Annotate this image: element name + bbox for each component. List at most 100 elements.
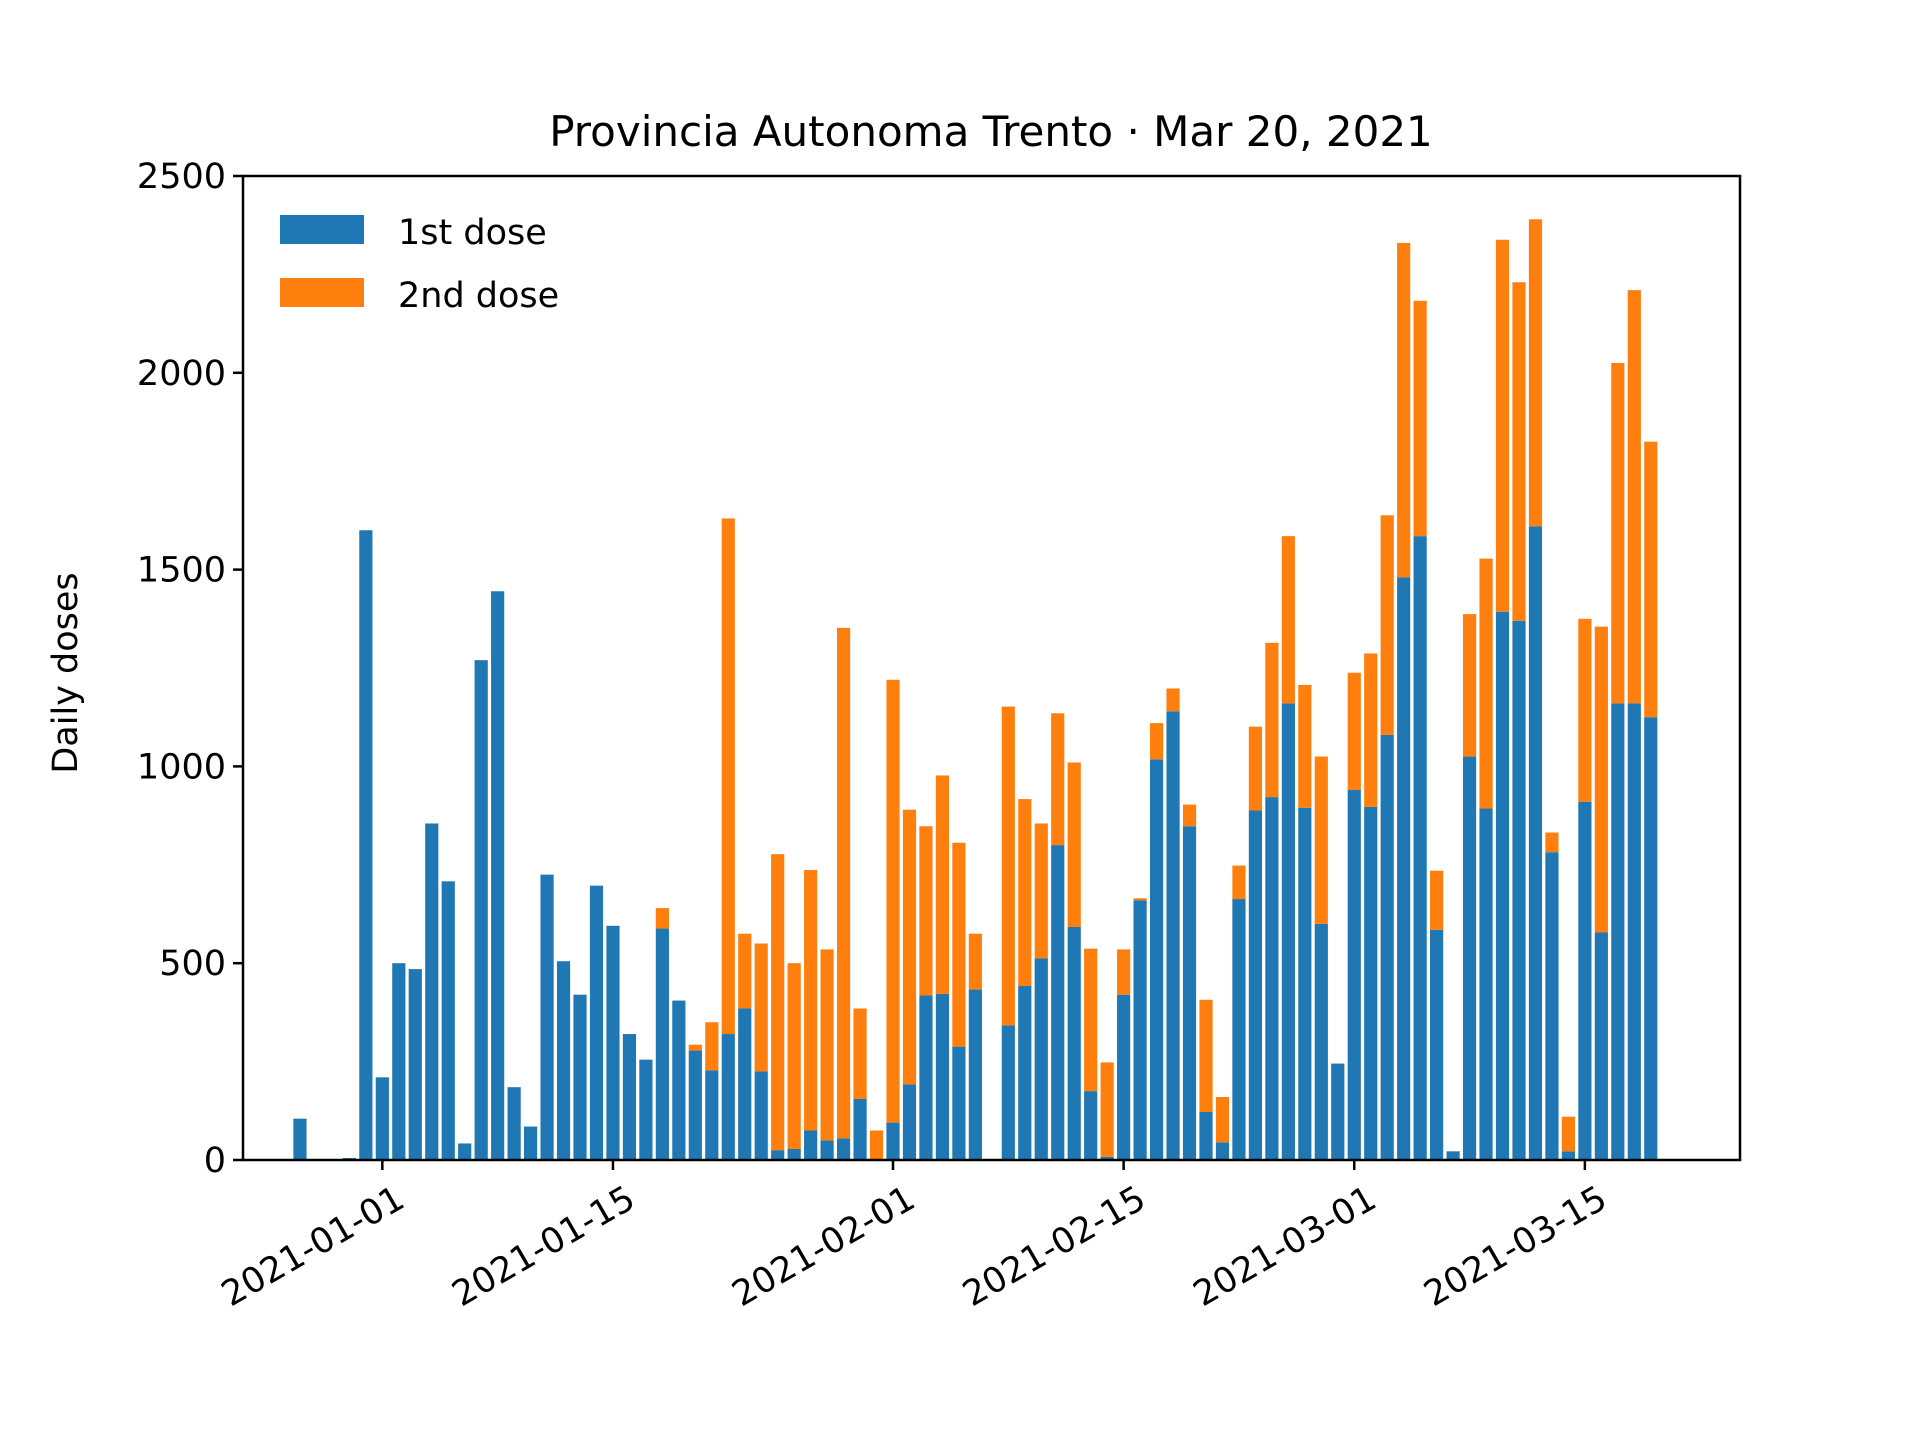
bar-1st-dose [1528,526,1543,1160]
bar-2nd-dose [1001,706,1015,1026]
bar-1st-dose [952,1046,966,1160]
bar-2nd-dose [804,869,818,1131]
bar-1st-dose [853,1098,867,1160]
bar-1st-dose [573,994,587,1160]
bar-1st-dose [705,1070,719,1160]
bar-1st-dose [491,591,505,1160]
bar-1st-dose [359,530,373,1160]
bar-2nd-dose [1528,219,1543,527]
bar-1st-dose [606,925,620,1160]
bar-1st-dose [1133,900,1147,1160]
bar-1st-dose [754,1071,768,1160]
bar-1st-dose [1347,790,1361,1160]
bar-1st-dose [1298,807,1312,1160]
bar-2nd-dose [968,933,982,990]
bar-1st-dose [738,1008,752,1160]
bar-1st-dose [1512,620,1526,1160]
bar-2nd-dose [1462,614,1477,757]
bar-1st-dose [1281,703,1295,1160]
bar-1st-dose [375,1077,389,1160]
bar-1st-dose [787,1148,801,1160]
bar-2nd-dose [1298,684,1312,808]
bar-1st-dose [968,989,982,1160]
chart-title: Provincia Autonoma Trento · Mar 20, 2021 [549,107,1433,156]
bar-2nd-dose [1199,999,1213,1112]
bar-1st-dose [688,1050,702,1160]
bar-1st-dose [556,961,571,1160]
bar-2nd-dose [1347,672,1361,791]
bar-1st-dose [1446,1151,1460,1160]
bar-1st-dose [1084,1091,1098,1160]
bar-1st-dose [1644,717,1658,1160]
bar-1st-dose [1117,994,1131,1160]
bar-1st-dose [1462,756,1477,1160]
bar-2nd-dose [1413,300,1427,537]
bar-2nd-dose [1149,723,1164,760]
bar-1st-dose [1578,801,1592,1160]
bar-1st-dose [1545,852,1559,1160]
bar-1st-dose [1611,703,1625,1160]
bar-1st-dose [1314,923,1328,1160]
bar-2nd-dose [1117,949,1131,995]
bar-1st-dose [820,1140,834,1160]
bar-1st-dose [441,881,455,1160]
bar-1st-dose [655,928,669,1160]
bar-1st-dose [1594,932,1608,1160]
bar-2nd-dose [1561,1116,1575,1152]
bar-1st-dose [1199,1111,1213,1160]
bar-1st-dose [672,1000,686,1160]
bar-2nd-dose [853,1008,867,1099]
bar-1st-dose [1034,958,1048,1160]
bar-2nd-dose [754,943,768,1072]
bar-1st-dose [1479,808,1493,1160]
bar-2nd-dose [705,1022,719,1071]
bar-2nd-dose [902,809,917,1085]
bar-2nd-dose [721,518,735,1035]
bar-2nd-dose [771,854,785,1151]
y-axis-label: Daily doses [46,572,86,773]
bar-1st-dose [1166,711,1180,1160]
bar-1st-dose [771,1150,785,1160]
bar-1st-dose [721,1034,735,1160]
bar-1st-dose [1413,536,1427,1160]
bar-1st-dose [935,993,950,1160]
bar-1st-dose [524,1126,538,1160]
bar-1st-dose [425,823,439,1160]
y-tick-label: 1000 [137,747,226,787]
bar-2nd-dose [1627,290,1641,704]
bar-1st-dose [1215,1142,1230,1160]
bar-1st-dose [1149,759,1164,1160]
bar-2nd-dose [1479,558,1493,809]
bar-2nd-dose [935,775,950,994]
bar-1st-dose [392,963,406,1160]
bar-2nd-dose [1215,1097,1230,1143]
y-tick-label: 2000 [137,354,226,394]
bar-2nd-dose [1397,242,1411,578]
bar-1st-dose [1380,734,1394,1160]
bar-2nd-dose [1380,515,1394,735]
y-tick-label: 1500 [137,551,226,591]
bar-2nd-dose [1182,804,1197,827]
bar-2nd-dose [1051,713,1065,846]
bar-1st-dose [458,1143,472,1160]
legend-label-1st-dose: 1st dose [398,213,547,253]
bar-2nd-dose [1545,832,1559,853]
bar-2nd-dose [1034,823,1048,959]
y-tick-label: 0 [204,1141,226,1181]
bar-1st-dose [919,995,933,1160]
bar-1st-dose [1331,1063,1345,1160]
bar-1st-dose [1364,806,1378,1160]
bar-2nd-dose [1364,653,1378,807]
bar-2nd-dose [919,826,933,996]
bar-1st-dose [1561,1151,1575,1160]
bar-1st-dose [902,1084,917,1160]
bar-2nd-dose [820,949,834,1141]
bar-1st-dose [622,1034,637,1160]
bar-2nd-dose [1100,1062,1114,1157]
bar-1st-dose [1182,826,1197,1160]
bar-2nd-dose [886,679,900,1123]
bar-2nd-dose [1084,948,1098,1092]
bar-1st-dose [474,660,488,1160]
bar-2nd-dose [1067,762,1081,927]
